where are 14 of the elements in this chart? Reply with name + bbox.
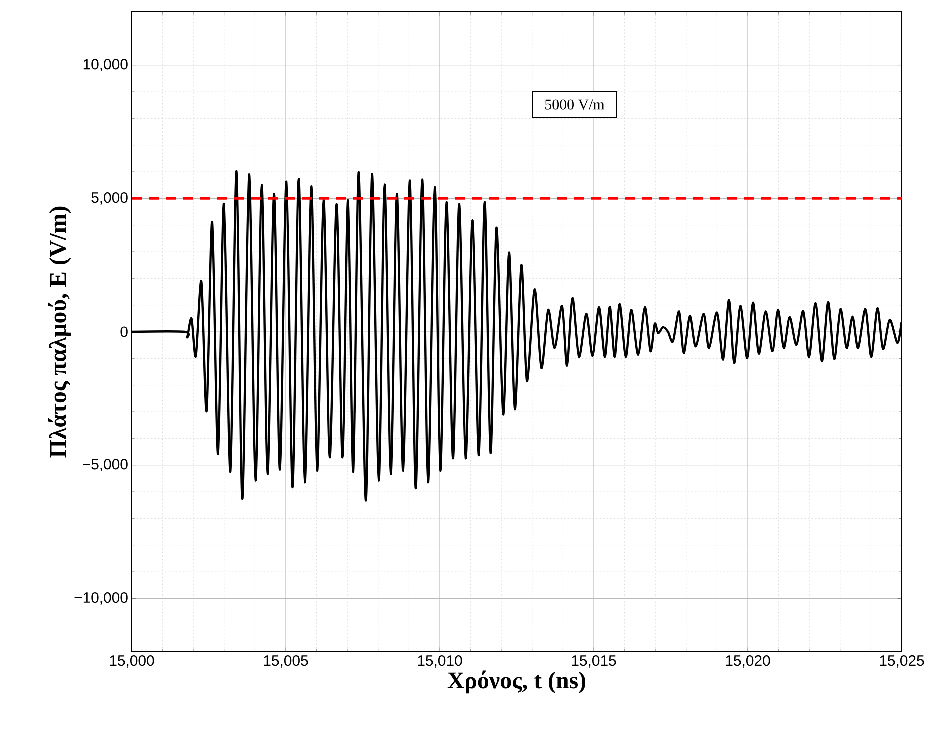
y-tick-label: −10,000 <box>74 592 128 605</box>
y-tick-label: 10,000 <box>84 59 128 72</box>
y-tick-label: 0 <box>120 326 128 338</box>
x-axis-title: Χρόνος, t (ns) <box>448 670 586 694</box>
x-tick-label: 15,005 <box>264 656 308 668</box>
y-tick-label: 5,000 <box>92 192 128 205</box>
x-tick-label: 15,015 <box>572 656 616 668</box>
x-tick-label: 15,020 <box>726 656 770 668</box>
x-tick-label: 15,025 <box>880 656 924 668</box>
y-tick-label: −5,000 <box>83 459 128 472</box>
x-tick-label: 15,000 <box>110 656 154 668</box>
x-tick-label: 15,010 <box>418 656 462 668</box>
y-axis-title: Πλάτος παλμού, E (V/m) <box>48 206 72 458</box>
annotation: 5000 V/m <box>546 100 605 110</box>
